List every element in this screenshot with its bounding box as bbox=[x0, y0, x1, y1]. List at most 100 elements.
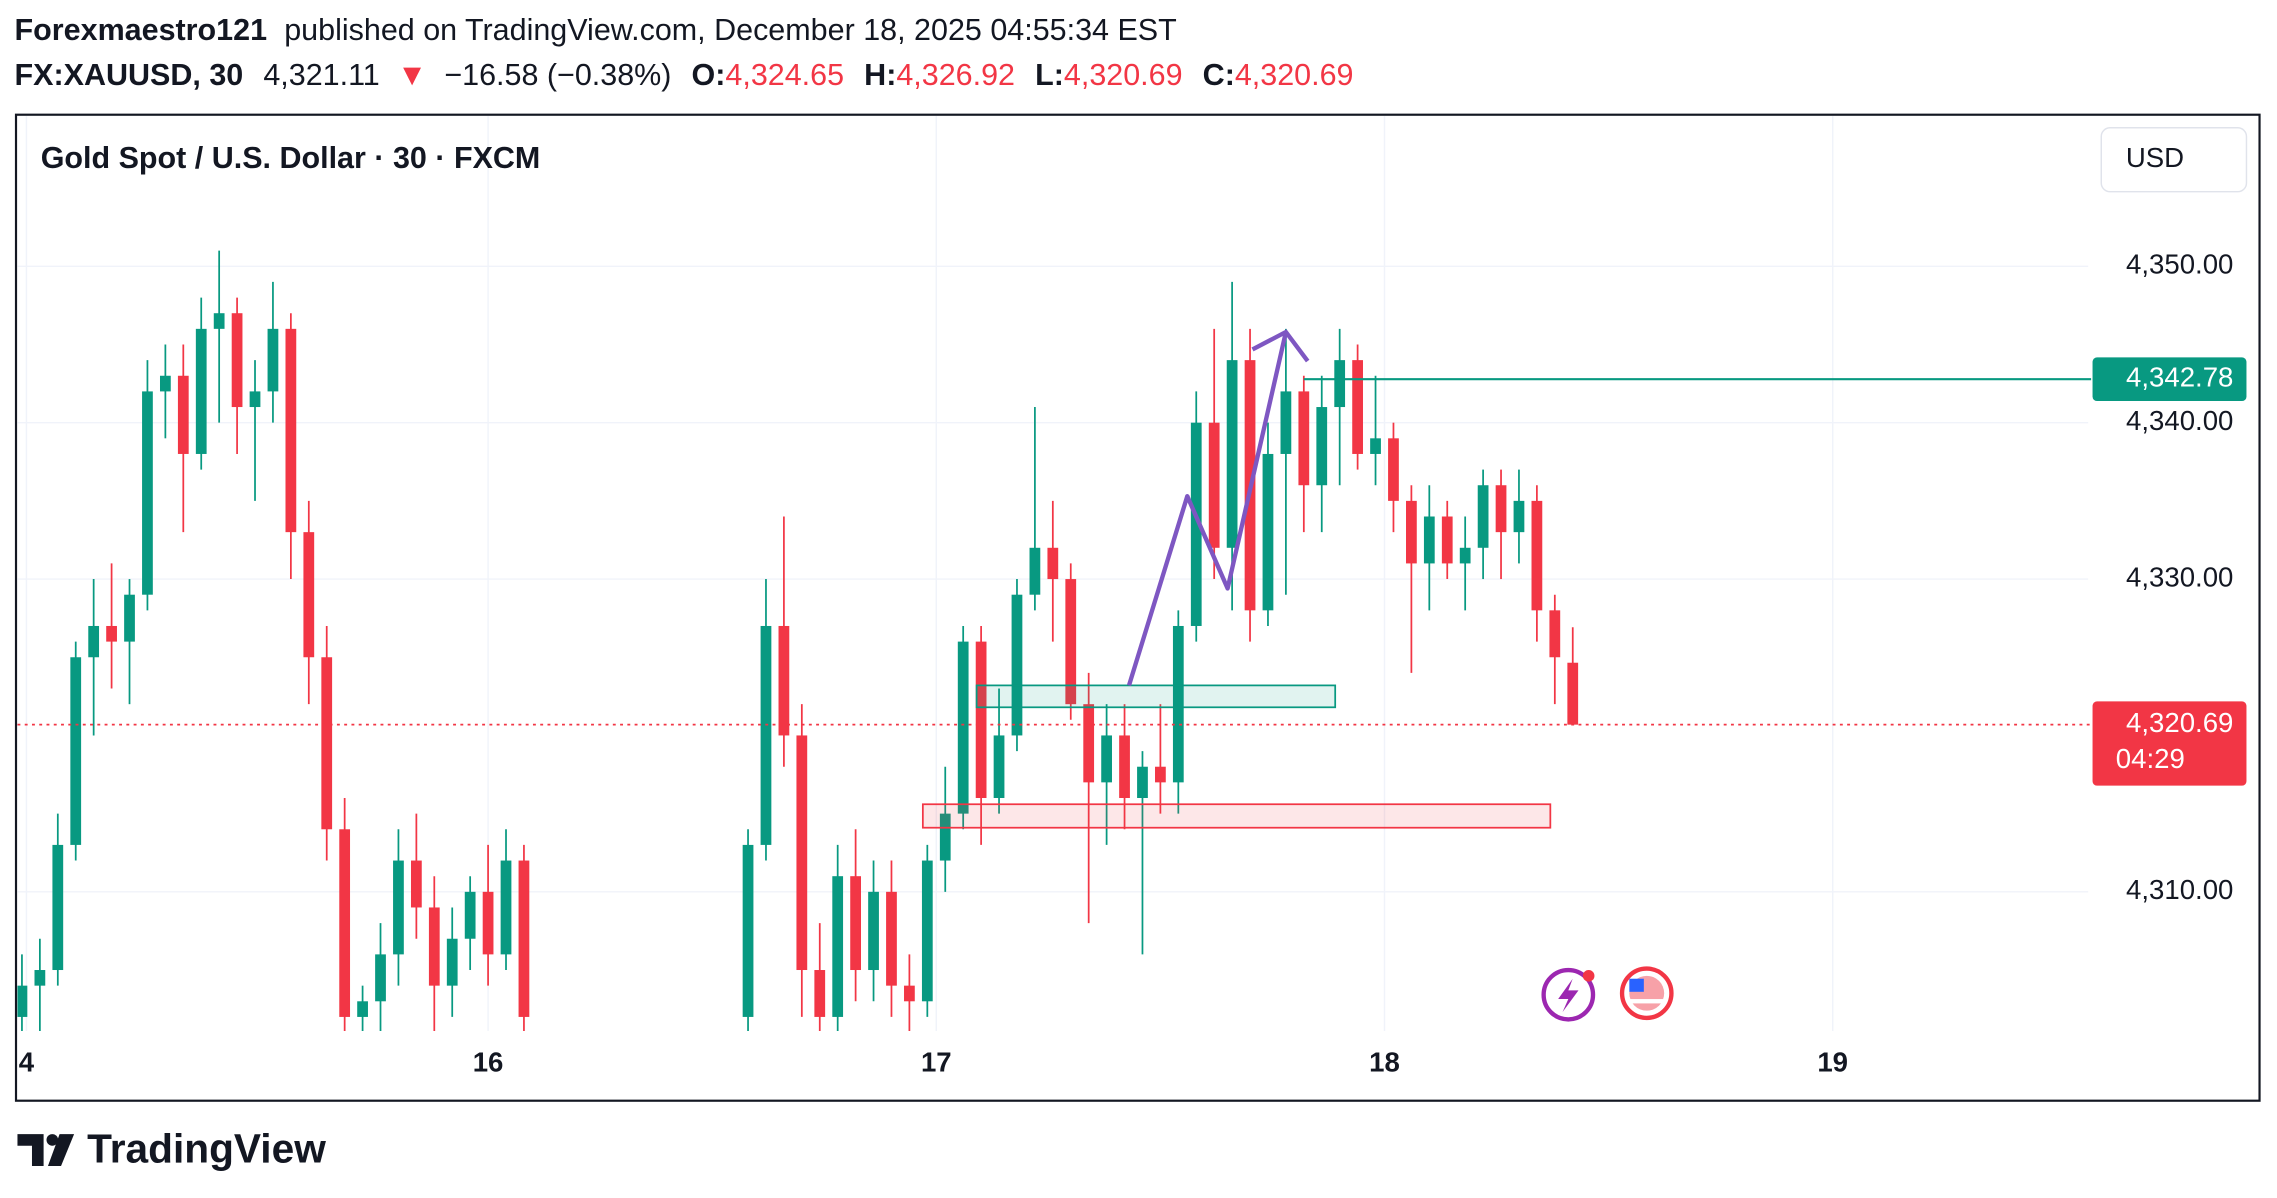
y-tick-label: 4,310.00 bbox=[2126, 874, 2233, 905]
price-label: 4,342.78 bbox=[2126, 361, 2233, 392]
candle-body bbox=[1137, 766, 1148, 798]
candle-body bbox=[1172, 625, 1184, 783]
candle-body bbox=[1441, 516, 1453, 564]
candle-body bbox=[106, 625, 117, 642]
change: −16.58 (−0.38%) bbox=[444, 58, 671, 92]
currency[interactable]: USD bbox=[2126, 142, 2184, 173]
candle-body bbox=[1567, 662, 1579, 725]
candle-body bbox=[939, 813, 951, 861]
candle-body bbox=[1459, 547, 1471, 564]
candle-body bbox=[1316, 407, 1328, 486]
candle-body bbox=[1083, 704, 1095, 783]
candle-body bbox=[975, 641, 987, 798]
candle-body bbox=[375, 954, 386, 1002]
candle-body bbox=[1334, 360, 1346, 408]
candle-body bbox=[17, 985, 28, 1017]
candle-body bbox=[814, 970, 826, 1017]
candle-body bbox=[1388, 438, 1399, 501]
candle-body bbox=[518, 860, 530, 1017]
candle-body bbox=[464, 891, 476, 939]
candle-body bbox=[1477, 485, 1489, 548]
zone bbox=[921, 803, 1552, 829]
candle-body bbox=[886, 891, 897, 986]
zone bbox=[975, 684, 1337, 709]
candle-body bbox=[921, 860, 933, 1002]
candle-body bbox=[124, 594, 135, 642]
chart-frame bbox=[14, 113, 2261, 1102]
candle-body bbox=[446, 938, 458, 986]
last-price-label: 4,320.69 bbox=[2126, 707, 2233, 738]
candle-body bbox=[1370, 438, 1381, 454]
candle-body bbox=[1119, 735, 1130, 798]
candle-body bbox=[34, 970, 46, 986]
last-price-box bbox=[2092, 701, 2247, 786]
candle-body bbox=[1065, 579, 1077, 705]
ohlc-label: L: bbox=[1035, 58, 1064, 92]
candle-body bbox=[1101, 735, 1112, 783]
ohlc-value: 4,324.65 bbox=[725, 58, 844, 92]
candle-body bbox=[159, 375, 171, 392]
economic-events-icon[interactable] bbox=[1619, 966, 1674, 1021]
y-tick-label: 4,350.00 bbox=[2126, 249, 2233, 280]
candle-body bbox=[1262, 453, 1274, 611]
candle-body bbox=[321, 657, 333, 830]
candle-body bbox=[213, 313, 225, 329]
chart-title: Gold Spot / U.S. Dollar · 30 · FXCM bbox=[41, 141, 541, 175]
candle-body bbox=[339, 829, 351, 1017]
events-icon[interactable] bbox=[1541, 967, 1596, 1022]
candle-body bbox=[52, 844, 64, 971]
arrow-head bbox=[1251, 329, 1310, 363]
candle-body bbox=[832, 876, 844, 1017]
candle-body bbox=[742, 844, 754, 1017]
countdown: 04:29 bbox=[2116, 743, 2185, 774]
candle-body bbox=[796, 735, 808, 971]
candle-body bbox=[195, 328, 207, 454]
candle-body bbox=[1406, 500, 1417, 564]
candle-body bbox=[1208, 422, 1220, 548]
candle-body bbox=[1280, 391, 1292, 454]
candle-body bbox=[1226, 360, 1238, 548]
candle-body bbox=[428, 907, 440, 986]
x-tick-label: 4 bbox=[19, 1047, 35, 1078]
ohlc-label: H: bbox=[864, 58, 896, 92]
candle-body bbox=[957, 641, 969, 814]
candle-body bbox=[410, 860, 422, 908]
candle-body bbox=[1549, 610, 1561, 658]
candle-body bbox=[868, 891, 879, 971]
candle-body bbox=[778, 625, 790, 736]
currency-button[interactable] bbox=[2100, 127, 2248, 193]
candle-body bbox=[142, 391, 153, 595]
candle-body bbox=[1190, 422, 1202, 626]
candle-body bbox=[1352, 360, 1363, 454]
candle-body bbox=[1495, 485, 1507, 533]
price: 4,321.11 bbox=[263, 58, 379, 92]
x-tick-label: 16 bbox=[473, 1047, 504, 1078]
ohlc-value: 4,320.69 bbox=[1064, 58, 1183, 92]
published: published on TradingView.com, December 1… bbox=[284, 13, 1177, 47]
ohlc-label: C: bbox=[1203, 58, 1235, 92]
candle-body bbox=[1513, 500, 1525, 533]
header-line-2: FX:XAUUSD, 30 4,321.11 ▼ −16.58 (−0.38%)… bbox=[15, 58, 1354, 92]
candle-body bbox=[231, 313, 243, 408]
ohlc-label: O: bbox=[692, 58, 726, 92]
candle-body bbox=[500, 860, 512, 955]
x-tick-label: 18 bbox=[1369, 1047, 1400, 1078]
price-label-box bbox=[2092, 357, 2247, 401]
plot bbox=[17, 250, 1579, 1032]
candle-body bbox=[285, 328, 297, 533]
candle-body bbox=[760, 625, 772, 845]
candle-body bbox=[1423, 516, 1435, 564]
brand-logo bbox=[17, 1134, 75, 1167]
candle-body bbox=[303, 532, 315, 658]
header-line-1: Forexmaestro121 published on TradingView… bbox=[15, 13, 1177, 47]
candle-body bbox=[1011, 594, 1023, 736]
candle-body bbox=[993, 735, 1005, 798]
y-tick-label: 4,340.00 bbox=[2126, 405, 2233, 436]
candle-body bbox=[482, 891, 494, 955]
change-arrow: ▼ bbox=[397, 58, 427, 92]
candle-body bbox=[393, 860, 404, 955]
candle-body bbox=[1047, 547, 1059, 580]
candle-body bbox=[267, 328, 279, 392]
